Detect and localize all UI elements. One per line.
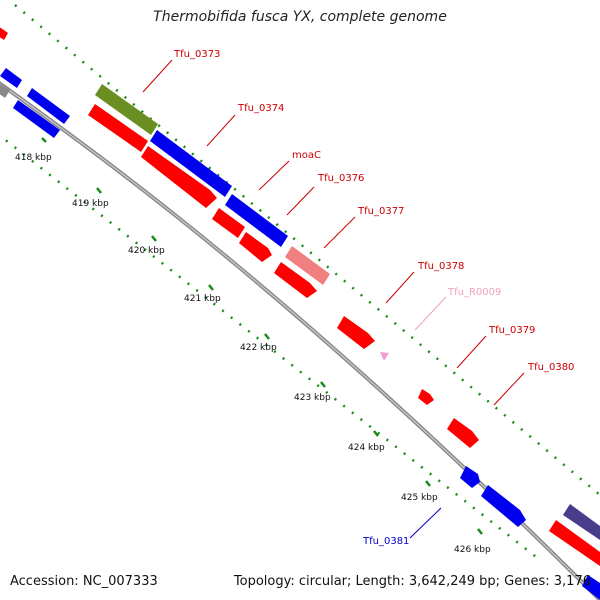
tick-label: 423 kbp: [294, 393, 331, 403]
gene-label: Tfu_R0009: [447, 287, 501, 298]
gene-feature: [0, 27, 8, 40]
gene-label: Tfu_0374: [237, 103, 284, 114]
gene-feature: [212, 208, 245, 238]
gene-feature: [0, 68, 22, 88]
accession-text: Accession: NC_007333: [10, 574, 158, 589]
gene-feature: [274, 262, 317, 298]
gene-feature: [225, 194, 288, 247]
gene-feature: [150, 130, 232, 197]
gene-label: Tfu_0377: [357, 206, 404, 217]
map-title: Thermobifida fusca YX, complete genome: [153, 9, 447, 25]
tick-label: 422 kbp: [240, 343, 277, 353]
gene-feature: [418, 389, 434, 405]
tick-label: 419 kbp: [72, 199, 109, 209]
gene-feature: [582, 575, 600, 600]
gene-feature: [141, 146, 217, 208]
gene-feature: [88, 104, 148, 152]
gene-feature: [337, 316, 375, 349]
gene-feature: [549, 520, 600, 566]
gene-label: Tfu_0381: [362, 536, 409, 547]
gene-label: Tfu_0373: [173, 49, 220, 60]
summary-text: Topology: circular; Length: 3,642,249 bp…: [233, 574, 591, 589]
gene-feature: [239, 232, 272, 262]
gene-feature: [447, 418, 479, 448]
tick-label: 426 kbp: [454, 545, 491, 555]
gene-feature: [481, 485, 526, 527]
tick-dashes: [41, 137, 483, 535]
gene-feature: [13, 100, 60, 138]
gene-label: Tfu_0376: [317, 173, 364, 184]
tick-label: 425 kbp: [401, 493, 438, 503]
gene-label: Tfu_0378: [417, 261, 464, 272]
gene-feature: [27, 88, 70, 124]
gene-feature: [0, 83, 10, 98]
tick-label: 424 kbp: [348, 443, 385, 453]
gene-label: Tfu_0380: [527, 362, 574, 373]
gene-feature: [563, 504, 600, 540]
tick-label: 418 kbp: [15, 153, 52, 163]
gene-feature: [285, 246, 330, 285]
leader-lines: [142, 59, 525, 539]
tick-labels: 418 kbp 419 kbp 420 kbp 421 kbp 422 kbp …: [15, 153, 491, 555]
gene-features: [0, 27, 600, 600]
gene-feature: [460, 466, 480, 488]
tick-label: 421 kbp: [184, 294, 221, 304]
gene-labels: Tfu_0373 Tfu_0374 moaC Tfu_0376 Tfu_0377…: [173, 49, 574, 547]
gene-label: Tfu_0379: [488, 325, 535, 336]
gene-feature: [380, 352, 389, 361]
gene-label: moaC: [292, 150, 321, 161]
tick-label: 420 kbp: [128, 246, 165, 256]
gene-feature: [95, 84, 158, 135]
